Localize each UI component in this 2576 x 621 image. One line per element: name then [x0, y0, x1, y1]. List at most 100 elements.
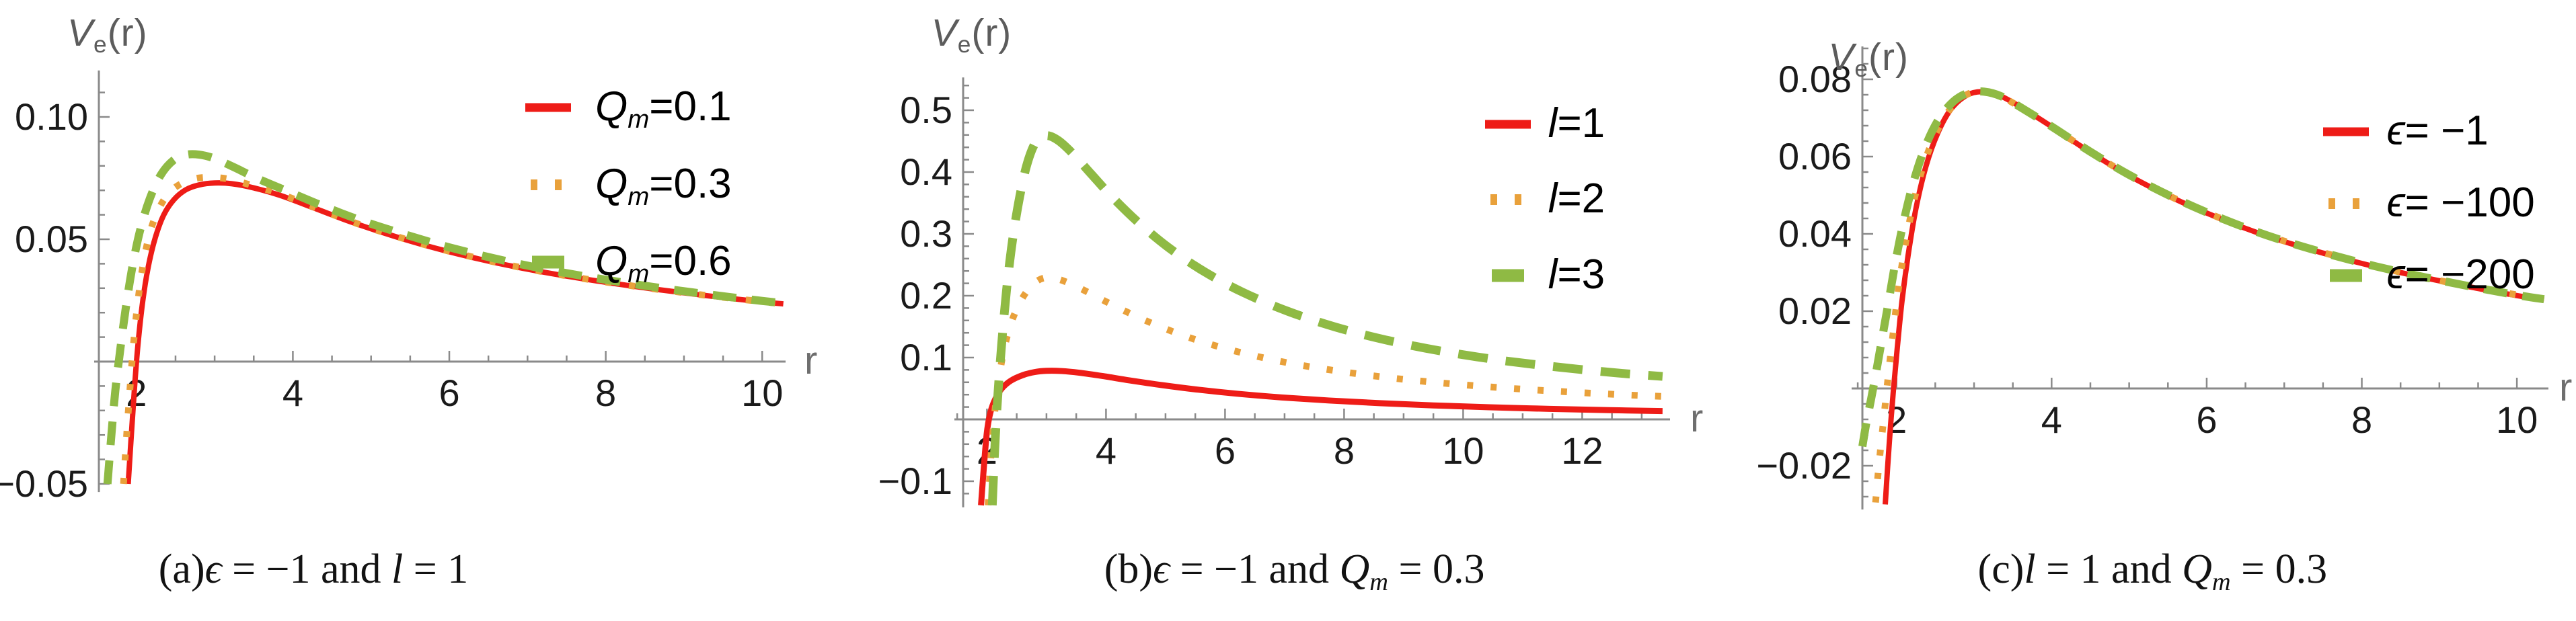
text-segment: l: [1548, 175, 1558, 222]
x-tick-label: 8: [2351, 399, 2372, 441]
y-tick-label: 0.3: [900, 212, 952, 255]
curve-l-1: [977, 368, 1663, 506]
x-tick-label: 4: [2041, 399, 2062, 441]
text-segment: (r): [1868, 36, 1909, 79]
y-tick-label: −0.02: [1757, 444, 1852, 487]
ticks: [956, 84, 1642, 495]
text-segment: Q: [1339, 546, 1370, 592]
text-segment: m: [628, 104, 650, 134]
x-tick-label: 10: [741, 372, 783, 414]
y-tick-label: −0.05: [0, 462, 88, 505]
x-tick-label: 6: [1214, 429, 1235, 472]
ticks: [1857, 47, 2518, 498]
axes: [954, 77, 1670, 507]
text-segment: = 1: [403, 546, 469, 592]
text-segment: l: [1548, 100, 1558, 147]
text-segment: Q: [595, 161, 628, 207]
text-segment: = 1 and: [2035, 546, 2183, 592]
text-segment: = −1 and: [1170, 546, 1340, 592]
tick-labels: 2 4 6 8 100.080.060.040.02−0.02r: [1757, 58, 2573, 487]
tick-labels: 2 4 6 8 100.100.05−0.05r: [0, 95, 817, 505]
legend-label-l-3: l=3: [1548, 251, 1605, 298]
text-segment: = −1: [2404, 108, 2489, 154]
y-tick-label: 0.5: [900, 89, 952, 131]
y-axis-label: Ve(r): [67, 11, 148, 58]
text-segment: m: [628, 181, 650, 211]
legend-label-l-1: l=1: [1548, 99, 1605, 147]
y-tick-label: 0.04: [1778, 212, 1852, 255]
ticks: [98, 91, 763, 485]
legend: [1484, 120, 1531, 282]
text-segment: m: [2211, 567, 2231, 596]
text-segment: m: [1369, 567, 1389, 596]
x-tick-label: 10: [2496, 399, 2538, 441]
text-segment: Q: [595, 238, 628, 284]
x-axis-label-r: r: [2559, 366, 2572, 409]
text-segment: Q: [2182, 546, 2212, 592]
text-segment: e: [93, 31, 108, 58]
text-segment: ϵ: [2386, 108, 2405, 154]
legend-label-qm-0-6: Qm=0.6: [595, 237, 732, 289]
panel-a: 2 4 6 8 10 0.10 0.05 −0.05 r Ve(r) Qm=0.1 Qm=0.3 Qm=…: [0, 0, 859, 621]
curve-qm-0-6: [103, 150, 784, 485]
curve-l-3: [987, 131, 1663, 506]
text-segment: ϵ: [2386, 251, 2405, 298]
legend-label-eps-200: ϵ= −200: [2386, 251, 2534, 298]
curve-qm-0-3: [120, 173, 784, 485]
y-tick-label: 0.05: [15, 218, 88, 260]
text-segment: (r): [107, 11, 148, 54]
text-segment: e: [957, 31, 972, 58]
legend-label-qm-0-3: Qm=0.3: [595, 160, 732, 212]
panel-a-chart: 2 4 6 8 100.100.05−0.05r: [0, 70, 817, 505]
text-segment: = 0.3: [1388, 546, 1485, 592]
x-tick-label: 10: [1442, 429, 1484, 472]
x-tick-label: 6: [2197, 399, 2218, 441]
axes: [93, 70, 786, 493]
text-segment: = −1 and: [221, 546, 392, 592]
text-segment: =3: [1557, 251, 1605, 298]
legend-label-qm-0-1: Qm=0.1: [595, 83, 732, 134]
y-tick-label: 0.08: [1778, 58, 1852, 100]
y-tick-label: 0.02: [1778, 290, 1852, 332]
text-segment: V: [931, 11, 958, 54]
text-segment: l: [2024, 546, 2036, 592]
text-segment: e: [1854, 55, 1868, 82]
text-segment: ϵ: [1153, 546, 1170, 592]
curve-eps-200: [1858, 87, 2545, 448]
text-segment: =0.6: [649, 238, 732, 284]
curves: [1858, 87, 2545, 505]
x-tick-label: 8: [595, 372, 616, 414]
tick-labels: 2 4 6 8 10 120.50.40.30.20.1−0.1r: [878, 89, 1703, 502]
y-tick-label: 0.10: [15, 95, 88, 138]
text-segment: = −200: [2404, 251, 2535, 298]
legend-label-eps-1: ϵ= −1: [2386, 107, 2488, 155]
y-axis-label: Ve(r): [932, 11, 1012, 58]
text-segment: (a): [158, 546, 205, 592]
text-segment: (r): [971, 11, 1012, 54]
legend: [525, 103, 571, 269]
panel-b-chart: 2 4 6 8 10 120.50.40.30.20.1−0.1r: [878, 77, 1703, 507]
panel-c: 2 4 6 8 10 0.08 0.06 0.04 0.02 −0.02 r Ve(r) ϵ= −1 ϵ=…: [1717, 0, 2576, 621]
text-segment: =0.1: [649, 83, 732, 130]
text-segment: (c): [1977, 546, 2024, 592]
x-axis-label-r: r: [1690, 397, 1703, 440]
y-tick-label: 0.06: [1778, 135, 1852, 177]
x-tick-label: 8: [1333, 429, 1354, 472]
text-segment: = −100: [2404, 179, 2535, 226]
panel-c-caption: (c)l = 1 and Qm = 0.3: [1978, 546, 2328, 597]
panel-a-caption: (a)ϵ = −1 and l = 1: [159, 546, 468, 593]
curve-qm-0-1: [125, 180, 784, 485]
curves: [977, 131, 1663, 506]
y-tick-label: 0.1: [900, 336, 952, 378]
text-segment: (b): [1104, 546, 1153, 592]
panel-c-chart: 2 4 6 8 100.080.060.040.02−0.02r: [1757, 46, 2573, 510]
text-segment: ϵ: [204, 546, 222, 592]
y-axis-label: Ve(r): [1828, 35, 1909, 83]
x-axis-label-r: r: [804, 339, 817, 382]
legend-label-eps-100: ϵ= −100: [2386, 179, 2534, 226]
panel-b: 2 4 6 8 10 12 0.5 0.4 0.3 0.2 0.1 −0.1 r Ve(r) l=1 l=2 l…: [859, 0, 1718, 621]
text-segment: l: [1548, 251, 1558, 298]
text-segment: m: [628, 259, 650, 288]
